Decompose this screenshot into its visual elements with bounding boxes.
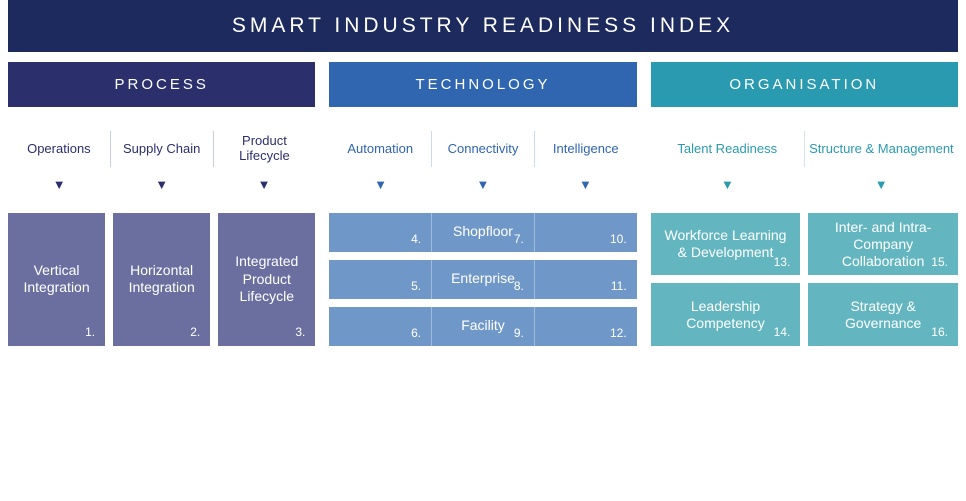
dimension-integrated-product-lifecycle: Integrated Product Lifecycle 3. xyxy=(218,213,315,346)
subpillar-structure-management: Structure & Management xyxy=(804,131,958,167)
dimension-label: Inter- and Intra-Company Collaboration xyxy=(818,219,948,269)
arrow-icon: ▼ xyxy=(534,177,636,195)
pillar-header-technology: TECHNOLOGY xyxy=(329,62,636,107)
dimension-inter-intra-collab: Inter- and Intra-Company Collaboration 1… xyxy=(808,213,958,275)
dimension-index: 4. xyxy=(411,232,421,246)
pillar-header-organisation: ORGANISATION xyxy=(651,62,958,107)
subpillar-connectivity: Connectivity xyxy=(431,131,534,167)
dimensions-process: Vertical Integration 1. Horizontal Integ… xyxy=(8,213,315,346)
pillar-process: PROCESS Operations Supply Chain Product … xyxy=(8,62,315,346)
dimension-strategy-governance: Strategy & Governance 16. xyxy=(808,283,958,345)
arrow-icon: ▼ xyxy=(432,177,534,195)
pillars-row: PROCESS Operations Supply Chain Product … xyxy=(8,62,958,346)
dimension-index: 3. xyxy=(295,325,305,340)
dimension-index: 15. xyxy=(931,255,948,269)
dimension-cell: 6. xyxy=(329,307,431,346)
dimension-cell: 9. xyxy=(431,307,534,346)
dimension-cell: 11. xyxy=(534,260,637,299)
dimension-index: 7. xyxy=(514,232,524,246)
dimension-index: 2. xyxy=(190,325,200,340)
dimension-vertical-integration: Vertical Integration 1. xyxy=(8,213,105,346)
dimension-leadership-competency: Leadership Competency 14. xyxy=(651,283,801,345)
dimension-cell: 12. xyxy=(534,307,637,346)
dimension-label: Horizontal Integration xyxy=(119,262,204,297)
dimension-label: Vertical Integration xyxy=(14,262,99,297)
arrows-organisation: ▼ ▼ xyxy=(651,177,958,195)
dimension-index: 6. xyxy=(411,326,421,340)
pillar-technology: TECHNOLOGY Automation Connectivity Intel… xyxy=(329,62,636,346)
dimension-index: 8. xyxy=(514,279,524,293)
dimension-index: 13. xyxy=(774,255,791,269)
dimension-label: Strategy & Governance xyxy=(818,298,948,332)
dimensions-organisation: Workforce Learning & Development 13. Int… xyxy=(651,213,958,346)
dimension-index: 9. xyxy=(514,326,524,340)
arrow-icon: ▼ xyxy=(329,177,431,195)
subpillar-operations: Operations xyxy=(8,131,110,167)
subpillar-talent-readiness: Talent Readiness xyxy=(651,131,804,167)
dimension-cell: 8. xyxy=(431,260,534,299)
dimension-index: 10. xyxy=(610,232,627,246)
subpillar-intelligence: Intelligence xyxy=(534,131,637,167)
dimension-workforce-learning: Workforce Learning & Development 13. xyxy=(651,213,801,275)
arrows-technology: ▼ ▼ ▼ xyxy=(329,177,636,195)
subpillars-technology: Automation Connectivity Intelligence xyxy=(329,131,636,167)
dimension-index: 11. xyxy=(611,279,627,293)
page-title: SMART INDUSTRY READINESS INDEX xyxy=(8,0,958,52)
band-facility: Facility 6. 9. 12. xyxy=(329,307,636,346)
dimension-label: Workforce Learning & Development xyxy=(661,227,791,261)
dimension-cell: 4. xyxy=(329,213,431,252)
arrows-process: ▼ ▼ ▼ xyxy=(8,177,315,195)
subpillars-organisation: Talent Readiness Structure & Management xyxy=(651,131,958,167)
dimension-horizontal-integration: Horizontal Integration 2. xyxy=(113,213,210,346)
dimension-index: 5. xyxy=(411,279,421,293)
dimension-cell: 10. xyxy=(534,213,637,252)
dimension-cell: 5. xyxy=(329,260,431,299)
subpillars-process: Operations Supply Chain Product Lifecycl… xyxy=(8,131,315,167)
arrow-icon: ▼ xyxy=(110,177,212,195)
dimension-index: 14. xyxy=(774,325,791,339)
pillar-header-process: PROCESS xyxy=(8,62,315,107)
dimension-index: 1. xyxy=(85,325,95,340)
dimension-index: 16. xyxy=(931,325,948,339)
subpillar-automation: Automation xyxy=(329,131,431,167)
band-shopfloor: Shopfloor 4. 7. 10. xyxy=(329,213,636,252)
arrow-icon: ▼ xyxy=(651,177,805,195)
dimension-label: Leadership Competency xyxy=(661,298,791,332)
arrow-icon: ▼ xyxy=(8,177,110,195)
dimension-label: Integrated Product Lifecycle xyxy=(224,253,309,306)
dimensions-technology: Shopfloor 4. 7. 10. Enterprise 5. 8. 11. xyxy=(329,213,636,346)
arrow-icon: ▼ xyxy=(804,177,958,195)
dimension-index: 12. xyxy=(610,326,627,340)
pillar-organisation: ORGANISATION Talent Readiness Structure … xyxy=(651,62,958,346)
dimension-cell: 7. xyxy=(431,213,534,252)
subpillar-supply-chain: Supply Chain xyxy=(110,131,213,167)
subpillar-product-lifecycle: Product Lifecycle xyxy=(213,131,316,167)
band-enterprise: Enterprise 5. 8. 11. xyxy=(329,260,636,299)
arrow-icon: ▼ xyxy=(213,177,315,195)
